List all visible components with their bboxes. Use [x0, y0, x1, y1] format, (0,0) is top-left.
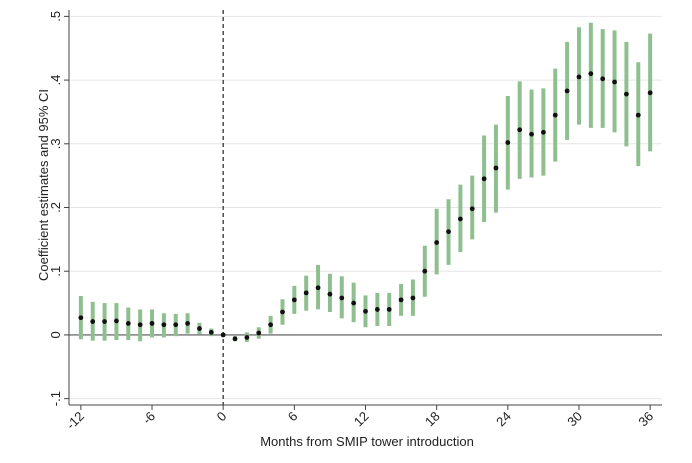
coefficient-point: [434, 240, 440, 245]
coefficient-point: [552, 112, 558, 118]
coefficient-point: [220, 332, 226, 338]
reference-lines: [69, 10, 662, 405]
coefficient-point: [600, 76, 606, 82]
coefficient-points: [78, 71, 653, 342]
coefficient-point: [398, 297, 404, 303]
coefficient-point: [481, 176, 487, 182]
coefficient-point: [635, 112, 641, 118]
coefficient-point: [78, 315, 84, 321]
coefficient-point: [208, 329, 214, 335]
coefficient-point: [280, 309, 285, 315]
y-tick-label: -.1: [48, 391, 63, 406]
y-axis-title: Coefficient estimates and 95% CI: [36, 89, 51, 281]
coefficient-point: [244, 335, 250, 340]
coefficient-point: [457, 216, 463, 222]
coefficient-point: [149, 321, 155, 326]
coefficient-point: [505, 140, 511, 145]
coefficient-point: [197, 326, 202, 331]
coefficient-point: [125, 321, 131, 326]
y-tick-label: 0: [48, 331, 63, 338]
coefficient-point: [647, 90, 653, 96]
coefficient-point: [161, 322, 167, 328]
y-tick-label: .1: [48, 266, 63, 277]
coefficient-point: [374, 307, 380, 312]
coefficient-point: [232, 336, 238, 342]
coefficient-point: [351, 300, 357, 306]
coefficient-point: [386, 307, 392, 312]
coefficient-point: [90, 319, 96, 324]
y-tick-label: .4: [48, 75, 63, 86]
x-axis-title: Months from SMIP tower introduction: [260, 434, 474, 449]
coefficient-point: [268, 322, 274, 328]
coefficient-point: [469, 206, 475, 212]
y-tick-label: .3: [48, 138, 63, 149]
coefficient-point: [303, 290, 309, 296]
y-tick-label: .5: [48, 11, 63, 22]
coefficient-point: [410, 295, 416, 301]
coefficient-point: [291, 297, 297, 303]
coefficient-point: [185, 321, 191, 326]
coefficient-point: [446, 229, 451, 235]
coefficient-point: [339, 295, 345, 301]
coefficient-point: [102, 319, 107, 324]
y-tick-label: .2: [48, 202, 63, 213]
coefficient-point: [422, 268, 428, 274]
coefficient-point: [576, 74, 582, 80]
coefficient-point: [114, 318, 119, 324]
coefficient-point: [624, 91, 629, 97]
coefficient-point: [564, 88, 570, 94]
coefficient-point: [612, 79, 617, 85]
coefficient-point: [315, 285, 321, 291]
coefficient-point: [137, 322, 143, 328]
coefficient-point: [256, 330, 262, 336]
coefficient-point: [588, 71, 594, 77]
axes: -.10.1.2.3.4.5-12 -6 0 6 12 18 24 30 36: [48, 10, 662, 432]
coefficient-point: [493, 165, 499, 171]
gridlines: [69, 15, 662, 400]
coefficient-point: [529, 131, 534, 137]
coefficient-point: [363, 308, 368, 314]
coefficient-point: [173, 322, 179, 328]
coefficient-point: [541, 129, 546, 135]
coefficient-point: [327, 291, 333, 297]
coefficient-point: [517, 127, 523, 133]
